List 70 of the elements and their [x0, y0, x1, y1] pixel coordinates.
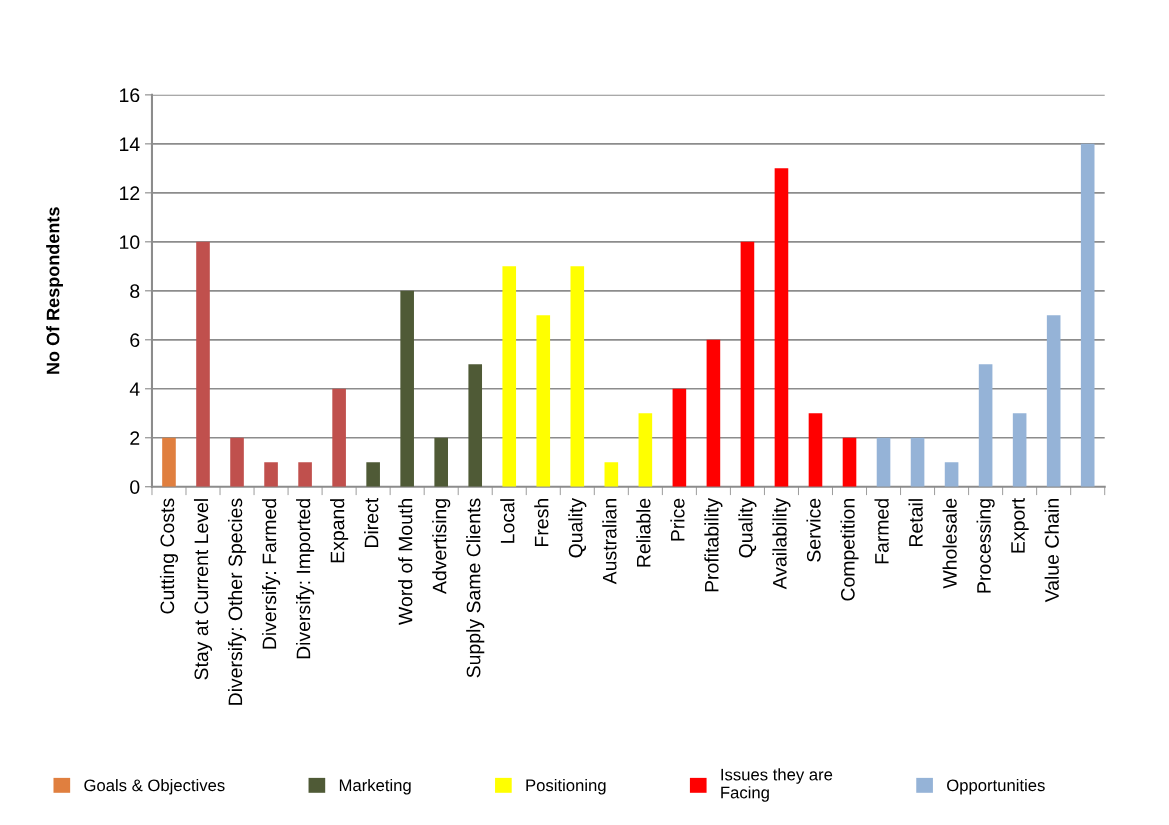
x-tick-label: Price — [670, 498, 685, 541]
x-tick-label: Availability — [772, 497, 791, 590]
bar — [1046, 315, 1061, 487]
x-tick-label: Retail — [908, 499, 923, 546]
y-tick-label: 0 — [130, 480, 140, 494]
y-tick-label: 4 — [129, 382, 140, 396]
x-tick-label: Diversify: Other Species — [227, 498, 247, 705]
x-tick-label: Export — [1011, 498, 1029, 553]
bar — [366, 462, 380, 487]
x-tick-label: Processing — [976, 499, 995, 593]
bar — [978, 364, 993, 487]
legend-label: Positioning — [526, 778, 606, 795]
legend-label: Marketing — [339, 778, 411, 795]
x-tick-label: Advertising — [432, 499, 451, 594]
x-tick-label: Supply Same Clients — [466, 498, 485, 678]
x-tick-label: Farmed — [874, 499, 889, 564]
bar — [434, 437, 448, 487]
bar — [910, 437, 925, 487]
y-tick-label: 12 — [120, 186, 140, 200]
bar — [332, 388, 346, 487]
y-axis-title: No Of Respondents — [46, 207, 63, 374]
bar — [774, 168, 789, 487]
bar — [298, 462, 312, 487]
bar — [1080, 143, 1095, 487]
x-tick-label: Reliable — [636, 498, 651, 567]
bar — [706, 339, 721, 487]
bar — [502, 266, 517, 487]
bar — [672, 388, 687, 487]
legend-label: Opportunities — [947, 778, 1045, 795]
x-tick-label: Expand — [330, 499, 349, 563]
x-tick-label: Profitability — [704, 497, 723, 592]
bar — [400, 290, 414, 487]
legend-label: Issues they are Facing — [721, 768, 833, 802]
bar — [740, 241, 755, 487]
bar — [944, 462, 959, 487]
x-tick-label: Diversify: Farmed — [262, 499, 281, 649]
x-tick-label: Service — [806, 498, 821, 562]
bar — [264, 462, 278, 487]
bar — [808, 413, 823, 487]
x-tick-label: Quality — [568, 497, 587, 558]
bar — [638, 413, 653, 487]
x-tick-label: Cutting Costs — [159, 498, 179, 614]
legend-label: Goals & Objectives — [84, 778, 225, 795]
y-tick-label: 10 — [120, 235, 140, 250]
x-tick-label: Wholesale — [942, 498, 957, 589]
bar — [162, 437, 176, 487]
x-tick-label: Local — [500, 499, 515, 543]
x-tick-label: Diversify: Imported — [296, 499, 315, 659]
y-tick-label: 8 — [130, 284, 140, 299]
bar — [842, 437, 857, 487]
bar — [876, 437, 891, 487]
x-tick-label: Direct — [364, 498, 379, 548]
bar — [230, 437, 244, 487]
bar — [196, 241, 210, 487]
y-tick-label: 6 — [130, 333, 140, 348]
y-tick-label: 16 — [120, 88, 140, 103]
x-tick-label: Value Chain — [1044, 499, 1059, 603]
y-tick-label: 14 — [120, 137, 140, 151]
bar — [1012, 413, 1027, 487]
x-tick-label: Fresh — [534, 499, 549, 546]
x-tick-label: Australian — [602, 499, 617, 585]
x-tick-label: Stay at Current Level — [193, 499, 213, 680]
x-tick-label: Competition — [840, 499, 859, 601]
y-tick-label: 2 — [130, 431, 140, 445]
x-tick-label: Quality — [738, 497, 757, 558]
bar — [536, 315, 551, 487]
bar — [570, 266, 585, 487]
x-tick-label: Word of Mouth — [398, 499, 413, 625]
bar — [468, 364, 483, 487]
bar — [604, 462, 619, 487]
